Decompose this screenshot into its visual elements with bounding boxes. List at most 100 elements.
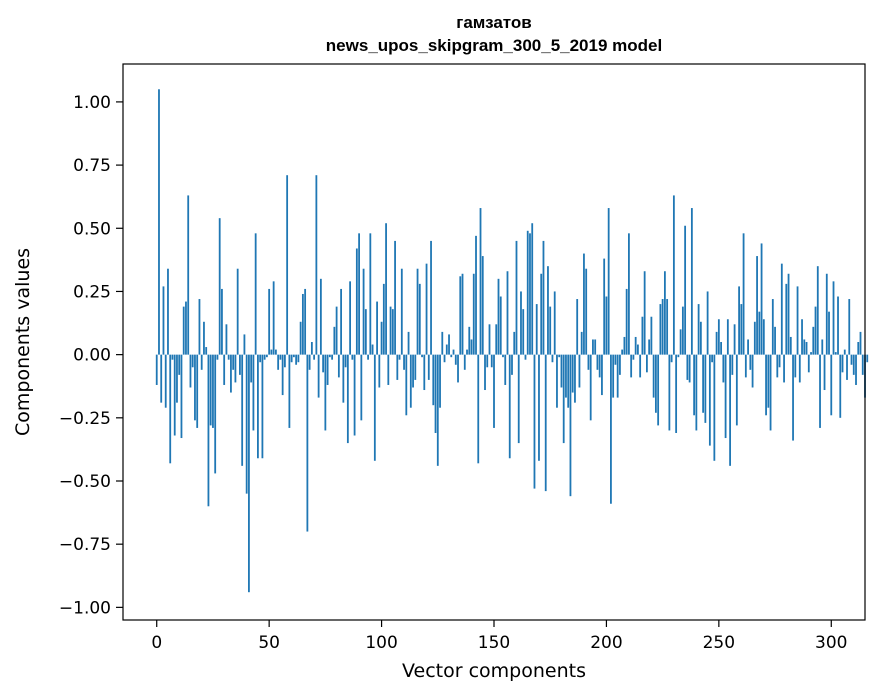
bar-38 [241,354,244,466]
bar-296 [821,339,824,355]
bar-235 [684,225,687,355]
bar-65 [301,293,304,355]
bar-276 [776,354,779,378]
x-tick-label: 0 [151,633,162,653]
bar-279 [783,354,785,383]
bar-130 [448,334,450,355]
bar-3 [162,286,165,355]
bar-185 [571,354,574,393]
bar-23 [207,354,210,507]
bar-18 [196,354,199,428]
bar-295 [819,354,821,428]
bar-301 [832,281,835,355]
bar-303 [837,296,839,355]
bar-311 [855,354,857,385]
bar-66 [304,288,307,355]
bar-171 [540,273,543,355]
x-tick-label: 150 [478,633,510,653]
bar-294 [816,266,819,355]
bar-2 [160,354,163,403]
bar-266 [753,321,756,355]
bar-51 [270,349,273,355]
bar-238 [690,208,693,355]
bar-297 [823,354,826,391]
bar-268 [758,311,761,355]
bar-54 [277,354,280,370]
bar-277 [778,354,781,368]
bar-126 [439,354,441,408]
y-tick-label: −0.50 [59,472,111,492]
bar-282 [789,336,792,355]
bar-53 [275,349,277,355]
bar-232 [677,354,680,358]
bar-274 [771,299,774,355]
bar-111 [405,354,408,416]
bar-39 [243,334,246,355]
bar-165 [526,230,529,355]
bar-213 [634,336,637,355]
bar-10 [178,354,181,375]
bar-1 [158,89,160,355]
bar-187 [576,299,579,355]
bar-242 [699,321,702,355]
bar-56 [281,354,284,396]
bar-96 [371,344,374,355]
y-tick-label: −1.00 [59,598,111,618]
bar-170 [538,354,540,461]
bar-211 [630,354,633,378]
bar-131 [450,354,453,358]
bar-11 [180,354,183,439]
bar-212 [632,354,635,360]
bar-291 [810,352,812,355]
bar-183 [567,354,570,408]
bar-223 [657,354,660,426]
bar-59 [288,354,291,428]
bar-89 [355,248,358,355]
bar-48 [263,354,266,360]
bar-40 [245,354,248,494]
y-axis: 1.00 0.75 0.50 0.25 0.00 −0.25 −0.50 −0.75 −1.00 [59,93,123,618]
bar-158 [511,354,513,375]
bar-129 [445,344,448,355]
bar-181 [562,354,565,444]
bar-162 [520,291,522,355]
bar-120 [425,263,428,355]
bar-256 [731,354,734,375]
chart-title: гамзатов [456,13,532,32]
bar-112 [407,331,410,355]
bar-145 [481,256,484,355]
bar-20 [200,354,203,370]
bar-61 [292,354,295,358]
bar-207 [621,349,624,355]
bar-252 [722,354,725,383]
bar-21 [203,321,205,355]
bar-167 [531,223,534,355]
bar-103 [387,354,390,385]
bar-69 [310,342,313,355]
bar-159 [513,331,516,355]
bar-86 [349,281,351,355]
bar-70 [313,354,316,360]
bar-102 [385,223,387,355]
bar-9 [176,354,178,403]
bar-240 [695,354,698,431]
y-tick-label: 0.75 [73,156,111,176]
bar-135 [459,276,462,355]
bar-286 [798,354,801,383]
y-tick-label: 0.50 [73,219,111,239]
bar-208 [623,336,626,355]
bar-88 [353,354,356,436]
bar-218 [646,354,648,373]
bar-87 [351,354,354,360]
bar-7 [171,354,174,360]
bar-247 [711,354,713,363]
bar-50 [268,288,271,355]
bar-197 [598,354,601,378]
bar-302 [834,352,837,355]
bar-125 [436,354,439,466]
bar-25 [212,354,214,428]
bar-52 [272,281,275,355]
bar-272 [767,354,770,408]
bar-206 [619,354,621,375]
bar-81 [337,354,340,378]
